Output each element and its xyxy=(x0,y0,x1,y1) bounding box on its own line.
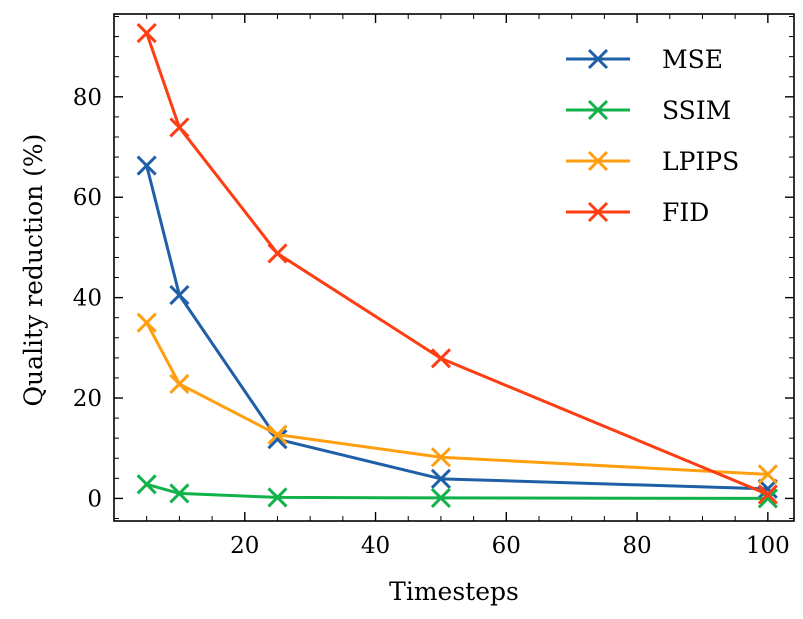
x-tick-label: 60 xyxy=(492,533,521,559)
marker-stroke xyxy=(267,424,288,445)
data-point-ssim xyxy=(136,474,157,495)
legend-marker xyxy=(587,99,609,121)
marker-stroke xyxy=(757,464,778,485)
legend-item-mse: MSE xyxy=(566,45,723,74)
marker-stroke xyxy=(169,285,190,306)
marker-stroke xyxy=(267,487,288,508)
y-tick-label: 0 xyxy=(87,486,102,512)
marker-stroke xyxy=(430,447,451,468)
data-point-lpips xyxy=(267,424,288,445)
y-tick-label: 80 xyxy=(73,85,102,111)
y-tick-label: 60 xyxy=(73,185,102,211)
legend-marker xyxy=(587,201,609,223)
legend: MSE SSIM LPIPS FID xyxy=(566,45,739,227)
axes: 20 40 60 80 100 0 20 40 60 80 xyxy=(73,13,795,559)
marker-stroke xyxy=(169,483,190,504)
data-point-lpips xyxy=(430,447,451,468)
data-point-lpips xyxy=(136,312,157,333)
marker-stroke xyxy=(136,155,157,176)
legend-item-ssim: SSIM xyxy=(566,96,731,125)
legend-label: MSE xyxy=(662,45,723,74)
y-tick-label: 20 xyxy=(73,386,102,412)
data-point-fid xyxy=(757,484,778,505)
legend-marker xyxy=(587,150,609,172)
series-line-lpips xyxy=(145,322,768,476)
data-point-mse xyxy=(757,478,778,499)
legend-item-lpips: LPIPS xyxy=(566,147,739,176)
data-point-lpips xyxy=(169,373,190,395)
legend-label: FID xyxy=(662,198,709,227)
marker-stroke xyxy=(757,484,778,505)
plot-area xyxy=(136,23,778,509)
axes-frame xyxy=(113,13,795,522)
x-tick-label: 100 xyxy=(746,533,790,559)
y-tick-label: 40 xyxy=(73,286,102,312)
data-point-ssim xyxy=(430,487,451,508)
marker-stroke xyxy=(136,23,157,44)
legend-label: LPIPS xyxy=(662,147,739,176)
x-tick-label: 40 xyxy=(361,533,390,559)
legend-marker xyxy=(587,48,609,70)
x-tick-label: 80 xyxy=(622,533,651,559)
marker-stroke xyxy=(757,478,778,499)
marker-stroke xyxy=(267,429,288,450)
data-point-mse xyxy=(169,285,190,306)
data-point-fid xyxy=(136,23,157,44)
marker-stroke xyxy=(430,348,451,369)
marker-stroke xyxy=(136,312,157,333)
y-axis-label: Quality reduction (%) xyxy=(19,134,48,407)
legend-label: SSIM xyxy=(662,96,731,125)
marker-stroke xyxy=(430,487,451,508)
data-point-mse xyxy=(430,468,451,489)
marker-stroke xyxy=(757,488,778,509)
data-point-fid xyxy=(430,348,451,369)
data-point-fid xyxy=(267,243,288,264)
marker-stroke xyxy=(430,468,451,489)
x-axis-label: Timesteps xyxy=(389,577,519,606)
marker-stroke xyxy=(267,243,288,264)
marker-stroke xyxy=(169,117,190,138)
data-point-lpips xyxy=(757,464,778,485)
data-point-fid xyxy=(169,117,190,138)
data-point-mse xyxy=(136,155,157,176)
x-tick-label: 20 xyxy=(230,533,259,559)
marker-stroke xyxy=(169,373,190,395)
marker-stroke xyxy=(136,474,157,495)
data-point-ssim xyxy=(267,487,288,508)
legend-item-fid: FID xyxy=(566,198,709,227)
data-point-ssim xyxy=(169,483,190,504)
